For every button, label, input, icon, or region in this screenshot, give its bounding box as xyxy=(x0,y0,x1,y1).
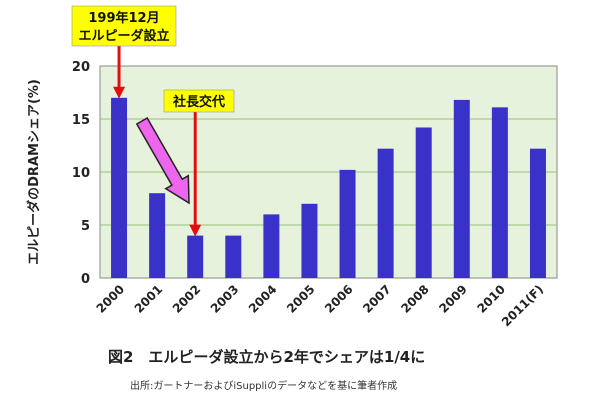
callout-ceo-change-label: 社長交代 xyxy=(172,94,225,110)
callout-ceo-change: 社長交代 xyxy=(163,89,235,237)
bars xyxy=(111,97,546,278)
x-tick-label: 2009 xyxy=(436,282,470,316)
callout-box-founding xyxy=(71,5,177,47)
bar-2006 xyxy=(339,169,356,278)
bar-2011(F) xyxy=(529,148,546,278)
x-tick-label: 2008 xyxy=(398,282,432,316)
x-tick-label: 2003 xyxy=(208,282,242,316)
x-axis-ticks: 2000 2001 2002 2003 2004 2005 2006 2007 2008 2009… xyxy=(94,282,546,329)
callout-founding-line1: 199年12月 xyxy=(88,10,159,26)
bar-2009 xyxy=(453,99,470,278)
x-tick-label: 2000 xyxy=(94,282,128,316)
x-tick-label: 2001 xyxy=(132,282,166,316)
callout-arrowhead-ceo-change xyxy=(189,224,202,237)
y-axis-label: エルピーダのDRAMシェア(%) xyxy=(26,79,42,265)
y-tick-label: 20 xyxy=(72,60,90,75)
x-tick-label: 2011(F) xyxy=(499,282,546,329)
x-tick-label: 2004 xyxy=(246,282,280,316)
callout-founding: 199年12月 エルピーダ設立 xyxy=(71,5,177,99)
bar-2002 xyxy=(187,235,204,278)
bar-2007 xyxy=(377,148,394,278)
callout-box-ceo-change xyxy=(163,89,235,113)
x-tick-label: 2006 xyxy=(322,282,356,316)
x-tick-label: 2007 xyxy=(360,282,394,316)
bar-2008 xyxy=(415,127,432,278)
bar-2001 xyxy=(149,193,166,278)
callout-founding-line2: エルピーダ設立 xyxy=(78,28,169,44)
x-tick-label: 2005 xyxy=(284,282,318,316)
figure-caption: 図2 エルピーダ設立から2年でシェアは1/4に xyxy=(108,348,426,366)
source-note: 出所:ガートナーおよびiSuppliのデータなどを基に筆者作成 xyxy=(130,381,398,392)
y-axis-ticks: 0 5 10 15 20 xyxy=(72,60,90,287)
bar-2010 xyxy=(491,107,508,278)
y-tick-label: 10 xyxy=(72,166,90,181)
y-tick-label: 0 xyxy=(81,272,90,287)
y-tick-label: 15 xyxy=(72,113,90,128)
callout-arrowhead-founding xyxy=(113,86,126,99)
y-tick-label: 5 xyxy=(81,219,90,234)
pink-arrow xyxy=(135,116,190,205)
bar-2005 xyxy=(301,203,318,278)
x-tick-label: 2002 xyxy=(170,282,204,316)
bar-2004 xyxy=(263,214,280,278)
bar-2000 xyxy=(111,97,128,278)
x-tick-label: 2010 xyxy=(474,282,508,316)
bar-2003 xyxy=(225,235,242,278)
